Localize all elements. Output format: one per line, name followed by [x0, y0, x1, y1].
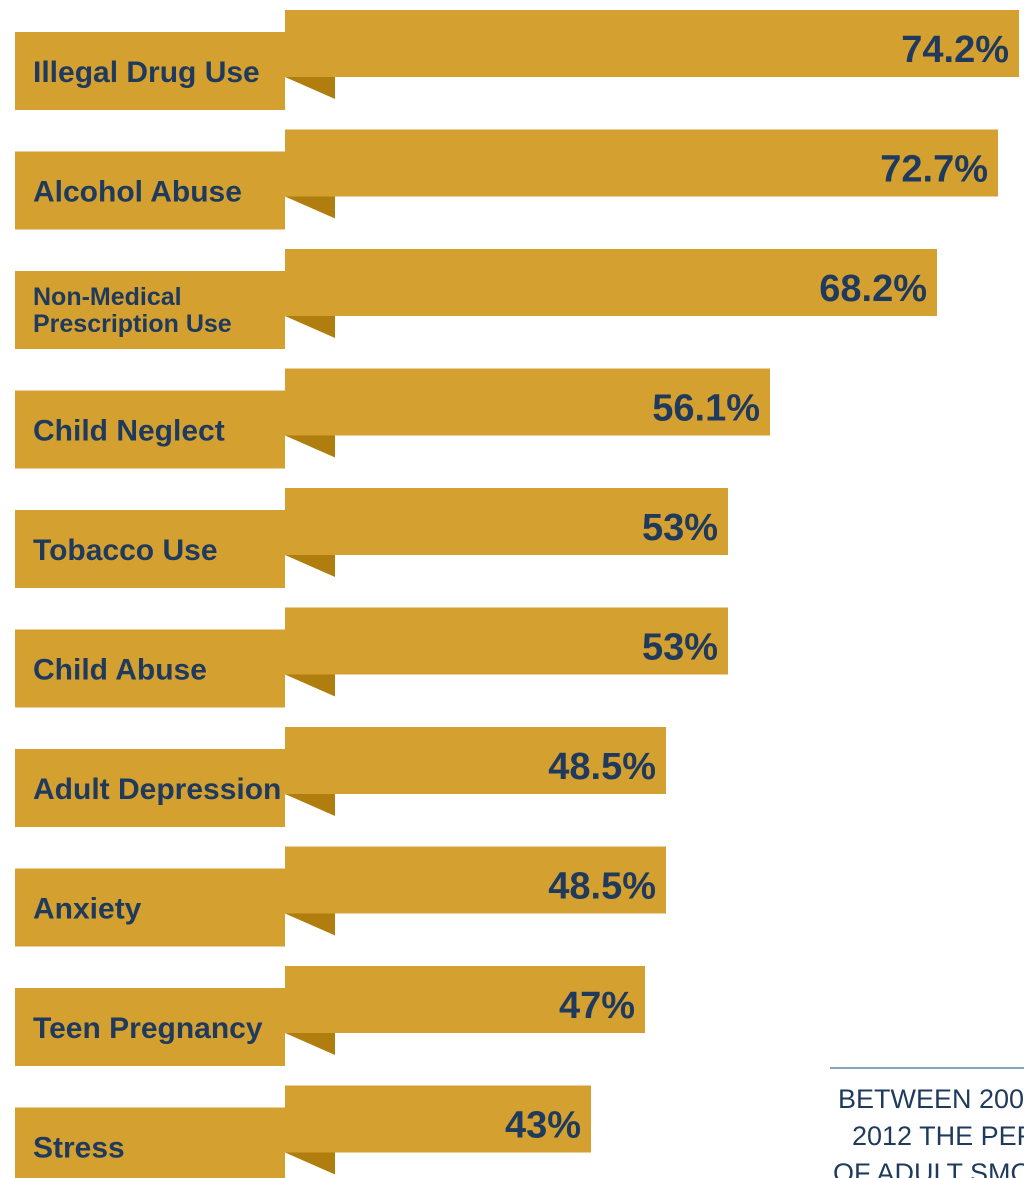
side-note-line: BETWEEN 2009 A — [838, 1084, 1024, 1114]
category-label-line: Child Neglect — [33, 415, 225, 448]
bar — [285, 368, 770, 436]
bar-row: Illegal Drug Use 74.2% — [15, 10, 1019, 110]
label-ribbon — [15, 271, 285, 349]
category-label-line: Tobacco Use — [33, 534, 218, 567]
bar — [285, 607, 728, 675]
bar-fold — [285, 1033, 335, 1055]
value-label: 56.1% — [652, 388, 760, 430]
value-label: 72.7% — [880, 149, 988, 191]
category-label-line: Illegal Drug Use — [33, 56, 260, 89]
value-label: 53% — [642, 627, 718, 669]
category-label: Child Abuse — [33, 654, 207, 687]
bar-row: Teen Pregnancy 47% — [15, 966, 645, 1066]
label-ribbon — [15, 390, 285, 469]
category-label-line: Child Abuse — [33, 654, 207, 687]
bar — [285, 727, 666, 794]
bar-fold — [285, 435, 335, 458]
side-note-line: OF ADULT SMOKE — [833, 1158, 1024, 1178]
bar — [285, 1085, 591, 1153]
category-label-line: Prescription Use — [33, 310, 232, 338]
bar — [285, 249, 937, 316]
side-note-line: 2012 THE PERCE — [852, 1121, 1024, 1151]
category-label: Illegal Drug Use — [33, 56, 260, 89]
label-ribbon — [15, 510, 285, 588]
category-label-line: Anxiety — [33, 893, 142, 926]
value-label: 47% — [559, 985, 635, 1027]
category-label: Child Neglect — [33, 415, 225, 448]
category-label-line: Non-Medical — [33, 283, 182, 311]
bar — [285, 846, 666, 914]
bar-row: Adult Depression 48.5% — [15, 727, 666, 827]
bar-fold — [285, 316, 335, 338]
bar-fold — [285, 674, 335, 697]
label-ribbon — [15, 32, 285, 110]
bar-fold — [285, 555, 335, 577]
label-ribbon — [15, 1107, 285, 1178]
bar-row: Stress 43% — [15, 1085, 591, 1178]
category-label-line: Alcohol Abuse — [33, 176, 242, 209]
bar-fold — [285, 77, 335, 99]
bar-row: Tobacco Use 53% — [15, 488, 728, 588]
bar-row: Child Abuse 53% — [15, 607, 728, 708]
category-label: Tobacco Use — [33, 534, 218, 567]
value-label: 48.5% — [548, 746, 656, 788]
side-note: BETWEEN 2009 A 2012 THE PERCE OF ADULT SMO… — [830, 1067, 1024, 1178]
label-ribbon — [15, 151, 285, 230]
category-label: Non-Medical Prescription Use — [33, 283, 232, 338]
label-ribbon — [15, 988, 285, 1066]
value-label: 48.5% — [548, 866, 656, 908]
category-label-line: Stress — [33, 1132, 125, 1165]
value-label: 53% — [642, 507, 718, 549]
label-ribbon — [15, 868, 285, 947]
category-label: Stress — [33, 1132, 125, 1165]
bar-fold — [285, 196, 335, 219]
bar-fold — [285, 913, 335, 936]
category-label-line: Teen Pregnancy — [33, 1012, 263, 1045]
label-ribbon — [15, 749, 285, 827]
category-label-line: Adult Depression — [33, 773, 281, 806]
category-label: Alcohol Abuse — [33, 176, 242, 209]
bar-row: Anxiety 48.5% — [15, 846, 666, 947]
category-label: Teen Pregnancy — [33, 1012, 263, 1045]
bar — [285, 10, 1019, 77]
value-label: 43% — [505, 1105, 581, 1147]
bar-row: Non-Medical Prescription Use 68.2% — [15, 249, 937, 349]
bar-row: Alcohol Abuse 72.7% — [15, 129, 998, 230]
bar-fold — [285, 794, 335, 816]
category-label: Anxiety — [33, 893, 142, 926]
bar-row: Child Neglect 56.1% — [15, 368, 770, 469]
category-label: Adult Depression — [33, 773, 281, 806]
value-label: 74.2% — [901, 29, 1009, 71]
bar — [285, 966, 645, 1033]
bar — [285, 488, 728, 555]
bar — [285, 129, 998, 197]
label-ribbon — [15, 629, 285, 708]
bar-fold — [285, 1152, 335, 1175]
value-label: 68.2% — [819, 268, 927, 310]
